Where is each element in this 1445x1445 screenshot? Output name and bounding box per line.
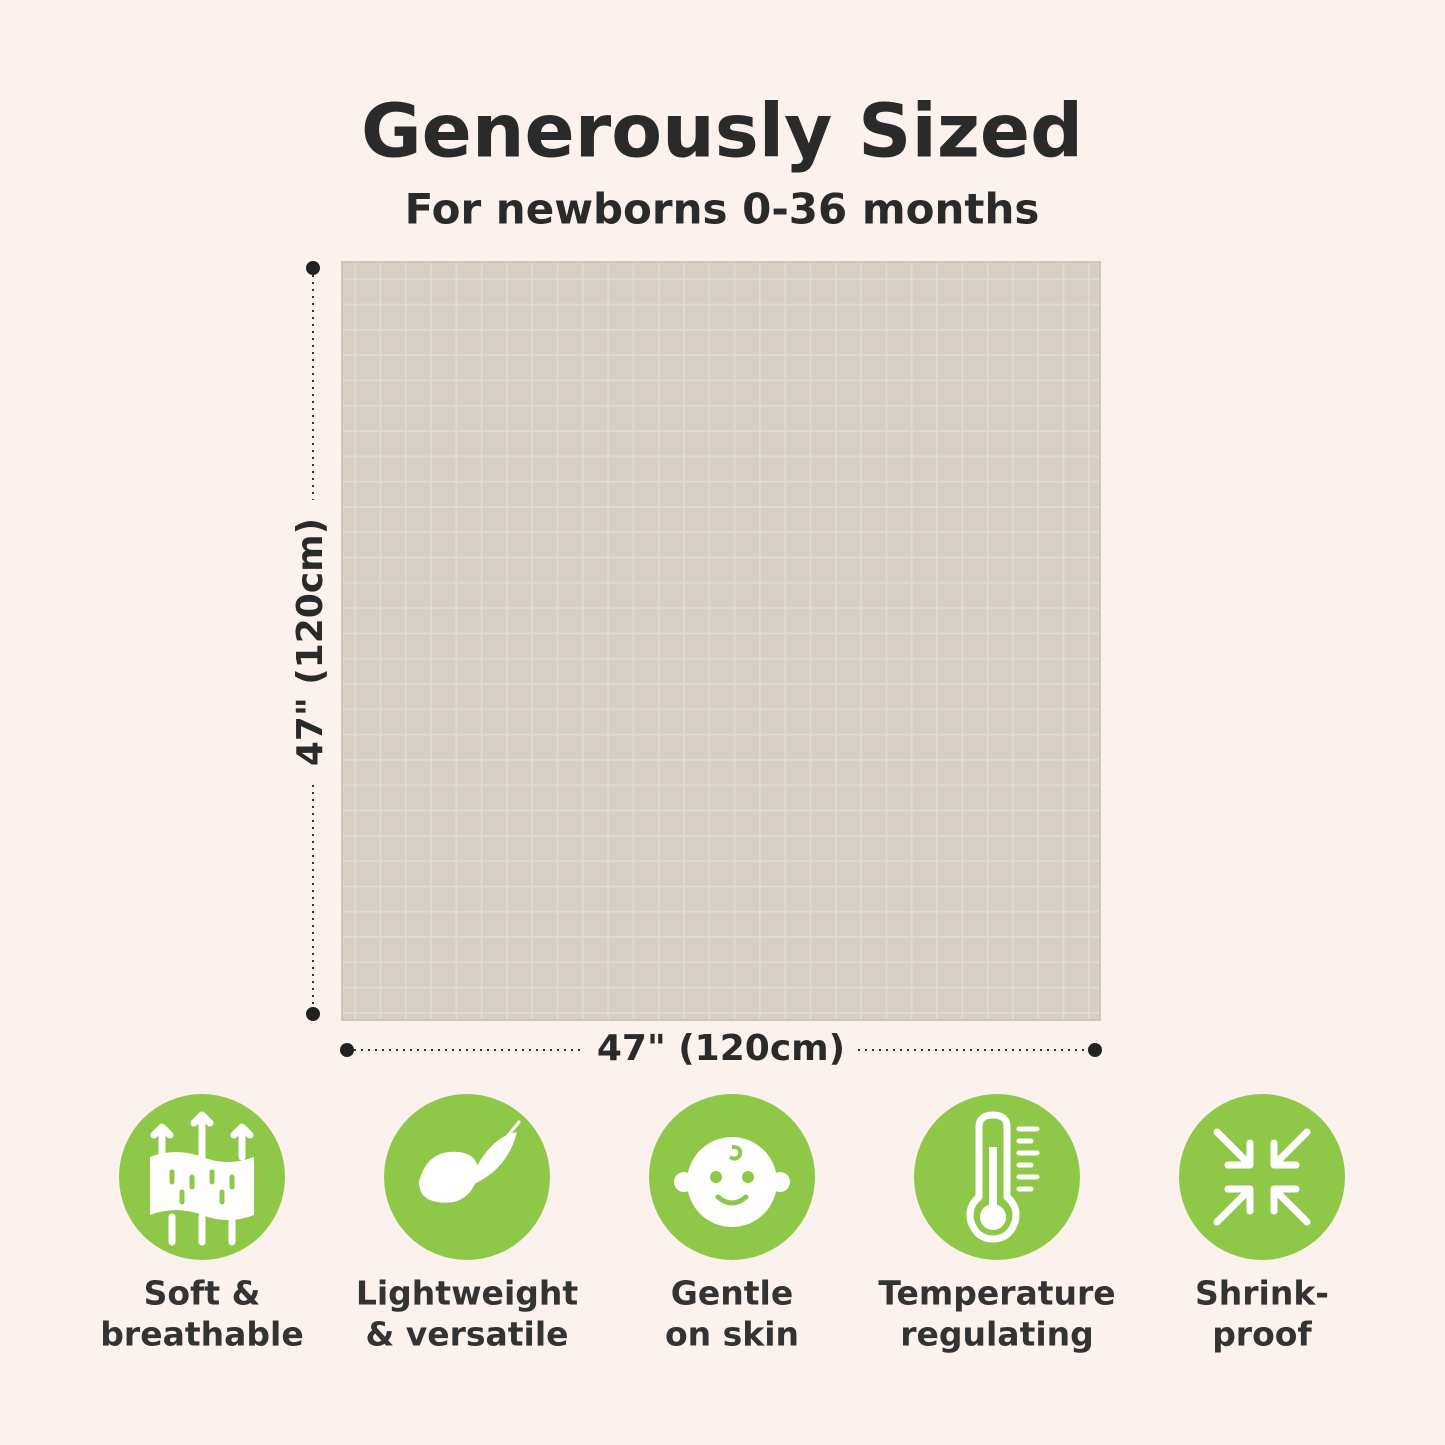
height-label: 47" (120cm) [290,518,331,766]
blanket [341,261,1101,1021]
feature-label: proof [1212,1315,1312,1354]
icons [150,1111,1311,1246]
feature-label: Temperature [878,1274,1115,1313]
feature-label: breathable [100,1315,303,1354]
width-label: 47" (120cm) [597,1028,845,1069]
feature-label: regulating [900,1315,1094,1354]
feature-circle [1179,1094,1345,1260]
feature-label: on skin [665,1315,799,1354]
height-measure [306,261,320,1021]
feature-label: Gentle [671,1274,793,1313]
width-measure [340,1043,1102,1057]
feature-label: Lightweight [356,1274,579,1313]
feature-label: Shrink- [1195,1274,1329,1313]
feature-label: Soft & [144,1274,261,1313]
title: Generously Sized [361,89,1083,175]
subtitle: For newborns 0-36 months [405,185,1040,234]
feature-label: & versatile [365,1315,568,1354]
